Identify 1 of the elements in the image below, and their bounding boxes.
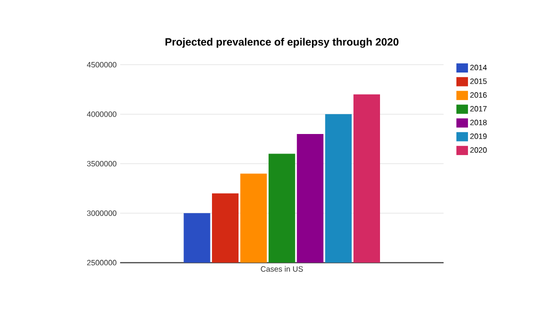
chart-title: Projected prevalence of epilepsy through 2020 [166, 38, 398, 48]
